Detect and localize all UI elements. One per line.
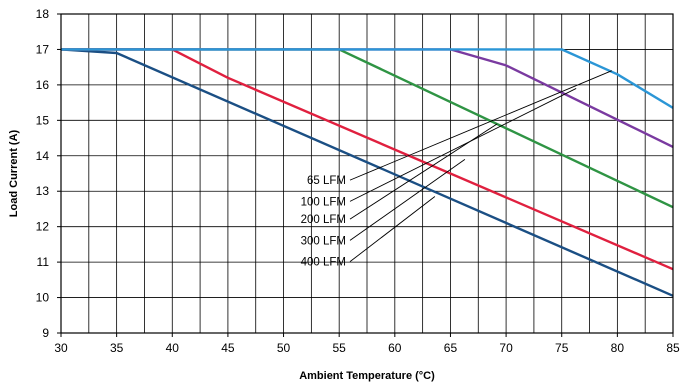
y-tick-label: 9 xyxy=(42,326,49,340)
x-tick-label: 55 xyxy=(333,341,347,355)
series-lines xyxy=(60,48,674,297)
annotation-label: 100 LFM xyxy=(301,196,346,208)
x-tick-label: 30 xyxy=(54,341,68,355)
x-tick-label: 50 xyxy=(277,341,291,355)
x-tick-label: 45 xyxy=(221,341,235,355)
y-tick-label: 17 xyxy=(36,42,50,56)
annotation-label: 200 LFM xyxy=(301,214,346,226)
annotation-leader-line xyxy=(349,88,577,202)
annotation-leader-line xyxy=(349,196,436,263)
annotation-label: 300 LFM xyxy=(301,235,346,247)
y-tick-label: 10 xyxy=(36,291,50,305)
x-tick-label: 65 xyxy=(444,341,458,355)
series-line-5 xyxy=(61,48,674,109)
y-tick-label: 11 xyxy=(37,255,50,269)
annotation-leader-line xyxy=(349,158,466,241)
x-tick-label: 85 xyxy=(666,341,680,355)
y-tick-label: 12 xyxy=(36,220,50,234)
x-tick-label: 40 xyxy=(166,341,180,355)
x-axis-title: Ambient Temperature (°C) xyxy=(299,370,435,382)
x-tick-label: 75 xyxy=(555,341,569,355)
annotation-label: 400 LFM xyxy=(301,257,346,269)
annotation-leader-line xyxy=(349,70,612,181)
airflow-annotations: 65 LFM 100 LFM 200 LFM 300 LFM 400 LFM xyxy=(301,70,612,269)
y-tick-label: 15 xyxy=(36,113,50,127)
y-axis-title: Load Current (A) xyxy=(8,129,20,217)
y-tick-label: 18 xyxy=(36,7,50,21)
x-tick-label: 80 xyxy=(611,341,625,355)
annotation-label: 65 LFM xyxy=(307,175,346,187)
x-tick-labels: 30 35 40 45 50 55 60 65 70 75 80 85 xyxy=(54,333,680,355)
y-tick-label: 14 xyxy=(36,149,50,163)
y-tick-labels: 9 10 11 12 13 14 15 16 17 18 xyxy=(36,7,61,340)
plot-frame xyxy=(60,13,674,334)
x-tick-label: 60 xyxy=(388,341,402,355)
x-tick-label: 70 xyxy=(499,341,513,355)
x-tick-label: 35 xyxy=(110,341,124,355)
annotation-leader-line xyxy=(349,123,498,220)
y-tick-label: 13 xyxy=(36,184,50,198)
y-tick-label: 16 xyxy=(36,78,50,92)
